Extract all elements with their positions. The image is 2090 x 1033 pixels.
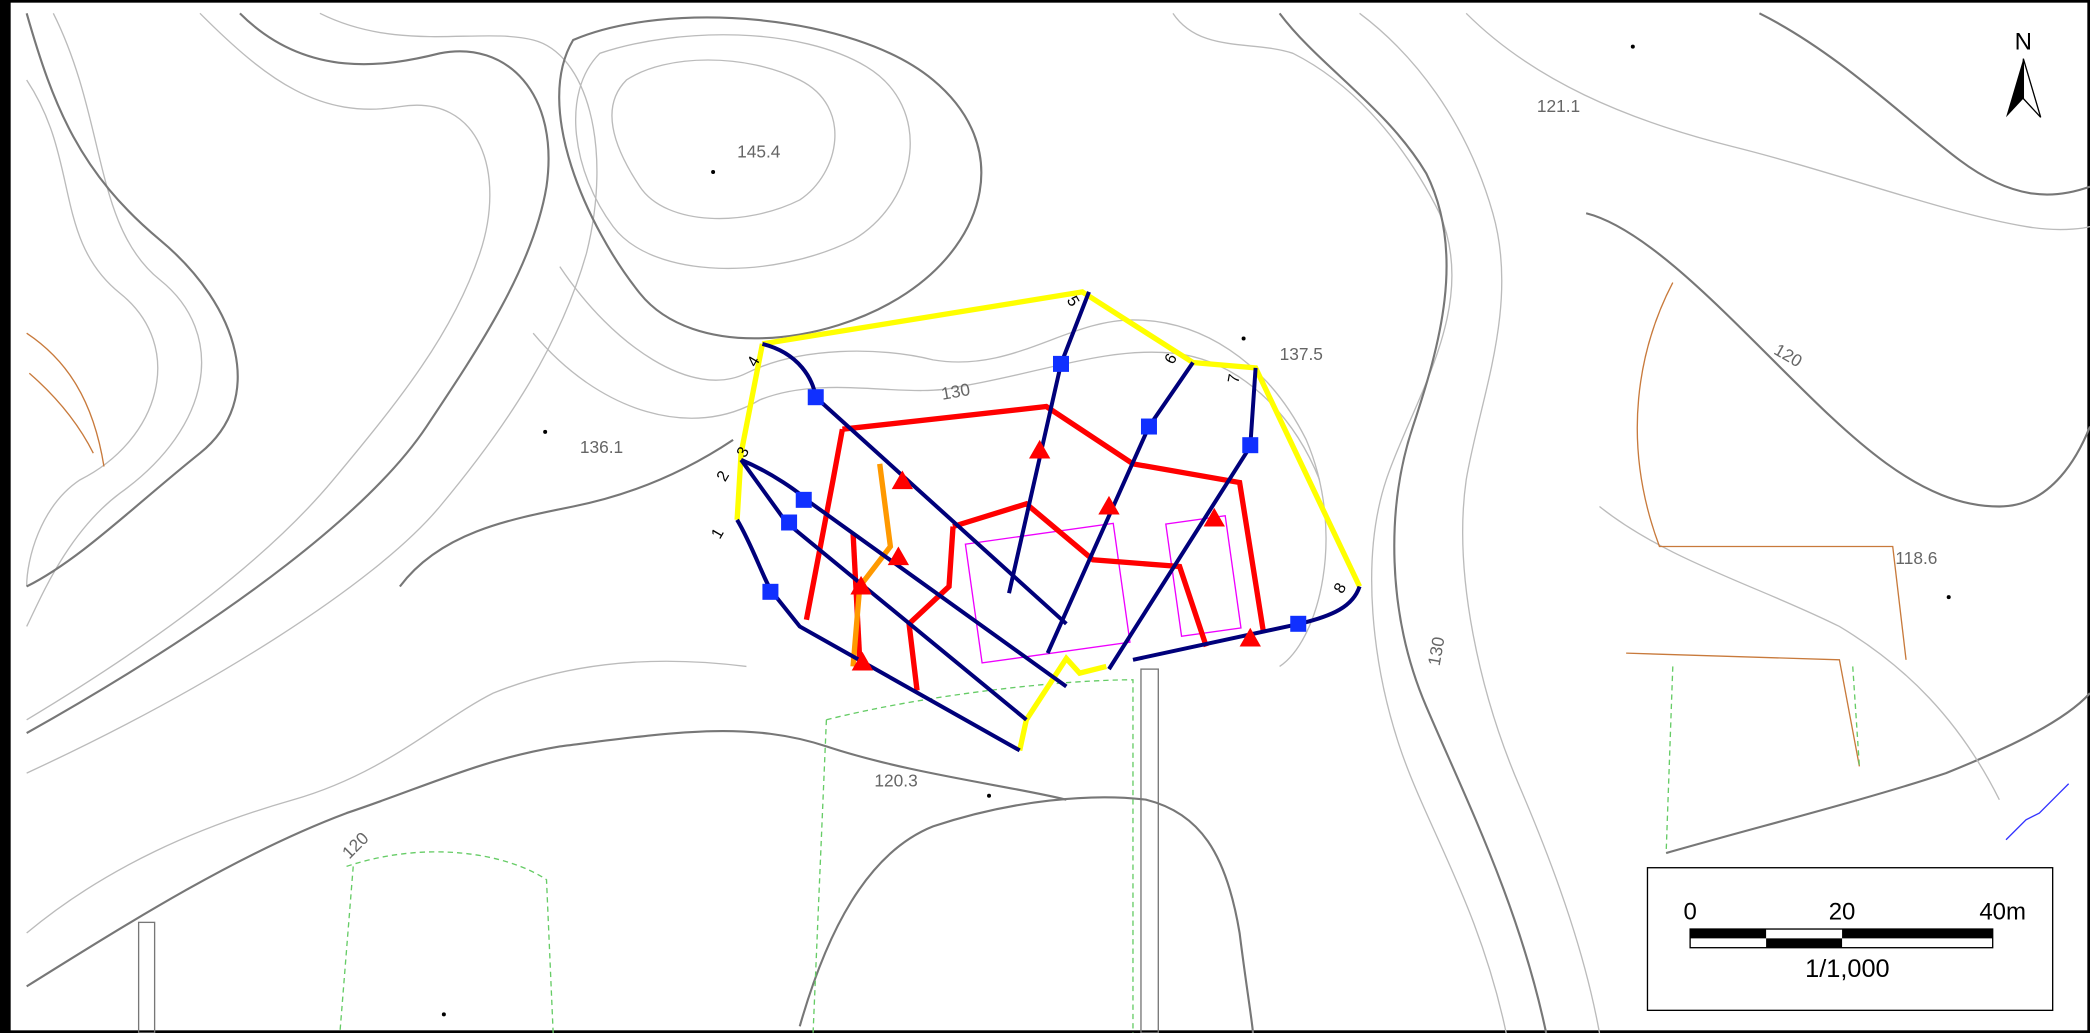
scale-tick: 40m [1979,899,2026,926]
frame-edge [0,0,11,1033]
spot-height: 120.3 [874,770,917,790]
scale-ratio: 1/1,000 [1805,955,1889,983]
spot-height: 145.4 [737,141,781,161]
spot-height: 137.5 [1280,344,1323,364]
spot-height: 121.1 [1537,96,1580,116]
spot-height: 118.6 [1895,548,1937,568]
scale-tick: 0 [1683,899,1696,926]
spot-height: 136.1 [580,437,623,457]
scale-bar: 0 20 40m 1/1,000 [1647,868,2052,1011]
map: 145.4 121.1 136.1 137.5 118.6 120.3 130 … [0,0,2090,1033]
scale-tick: 20 [1829,899,1856,926]
page: {"north_arrow": {"label": "N"}, "spot_he… [0,0,2090,1033]
north-label: N [2015,28,2032,55]
